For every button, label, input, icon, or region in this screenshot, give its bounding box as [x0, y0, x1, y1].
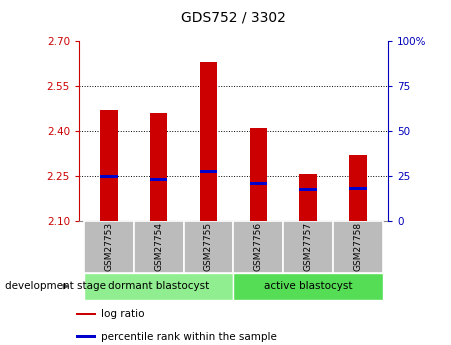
Text: GSM27757: GSM27757: [304, 222, 313, 271]
Bar: [249, 128, 267, 221]
Bar: [134, 221, 184, 273]
Bar: [150, 113, 167, 221]
Bar: [299, 175, 317, 221]
Text: percentile rank within the sample: percentile rank within the sample: [101, 332, 277, 342]
Text: active blastocyst: active blastocyst: [264, 282, 352, 291]
Bar: [349, 187, 367, 190]
Bar: [200, 170, 217, 173]
Text: dormant blastocyst: dormant blastocyst: [108, 282, 209, 291]
Bar: [200, 62, 217, 221]
Text: GSM27756: GSM27756: [254, 222, 263, 271]
Bar: [100, 110, 118, 221]
Bar: [150, 178, 167, 181]
Bar: [77, 335, 96, 338]
Bar: [234, 221, 283, 273]
Bar: [77, 313, 96, 315]
Bar: [84, 273, 234, 300]
Text: GSM27758: GSM27758: [354, 222, 363, 271]
Bar: [184, 221, 234, 273]
Bar: [299, 188, 317, 191]
Text: GSM27753: GSM27753: [104, 222, 113, 271]
Bar: [84, 221, 134, 273]
Bar: [249, 182, 267, 185]
Bar: [283, 221, 333, 273]
Text: GDS752 / 3302: GDS752 / 3302: [181, 10, 286, 24]
Text: GSM27755: GSM27755: [204, 222, 213, 271]
Bar: [234, 273, 383, 300]
Text: log ratio: log ratio: [101, 309, 144, 319]
Bar: [100, 175, 118, 178]
Bar: [333, 221, 383, 273]
Text: GSM27754: GSM27754: [154, 222, 163, 271]
Text: development stage: development stage: [5, 282, 106, 291]
Bar: [349, 155, 367, 221]
